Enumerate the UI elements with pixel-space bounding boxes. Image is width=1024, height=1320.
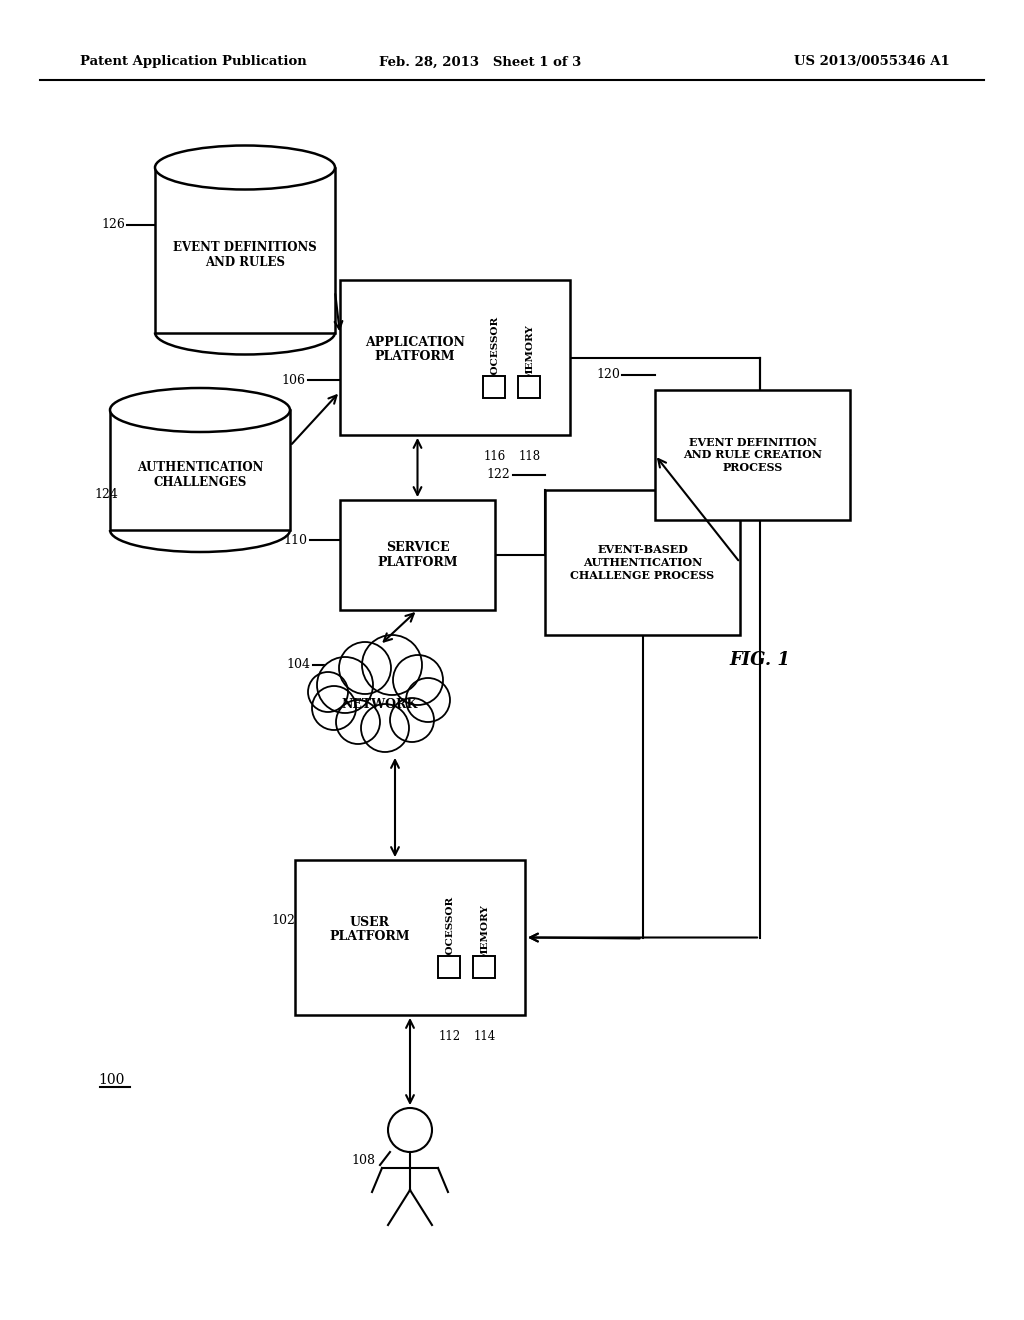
- Text: APPLICATION
PLATFORM: APPLICATION PLATFORM: [366, 335, 465, 363]
- Text: MEMORY: MEMORY: [525, 325, 535, 380]
- Text: 110: 110: [283, 533, 307, 546]
- Text: SERVICE
PLATFORM: SERVICE PLATFORM: [377, 541, 458, 569]
- Polygon shape: [155, 168, 335, 333]
- Bar: [483, 375, 505, 397]
- Text: EVENT-BASED
AUTHENTICATION
CHALLENGE PROCESS: EVENT-BASED AUTHENTICATION CHALLENGE PRO…: [570, 544, 715, 581]
- Bar: [518, 375, 540, 397]
- Bar: [295, 861, 525, 1015]
- Text: 106: 106: [281, 374, 305, 387]
- Circle shape: [362, 635, 422, 696]
- Text: 108: 108: [351, 1154, 375, 1167]
- Text: Feb. 28, 2013   Sheet 1 of 3: Feb. 28, 2013 Sheet 1 of 3: [379, 55, 582, 69]
- Circle shape: [312, 686, 356, 730]
- Text: AUTHENTICATION
CHALLENGES: AUTHENTICATION CHALLENGES: [137, 461, 263, 488]
- Circle shape: [317, 657, 373, 713]
- Bar: [545, 490, 740, 635]
- Ellipse shape: [110, 388, 290, 432]
- Text: MEMORY: MEMORY: [480, 904, 489, 961]
- Circle shape: [406, 678, 450, 722]
- Text: EVENT DEFINITION
AND RULE CREATION
PROCESS: EVENT DEFINITION AND RULE CREATION PROCE…: [683, 437, 822, 474]
- Text: 122: 122: [486, 469, 510, 482]
- Text: Patent Application Publication: Patent Application Publication: [80, 55, 307, 69]
- Text: 118: 118: [519, 450, 541, 463]
- Circle shape: [339, 642, 391, 694]
- Bar: [340, 500, 495, 610]
- Circle shape: [308, 672, 348, 711]
- Text: 116: 116: [484, 450, 506, 463]
- Bar: [473, 956, 495, 978]
- Text: NETWORK: NETWORK: [342, 698, 418, 711]
- Text: 100: 100: [98, 1073, 125, 1086]
- Bar: [655, 389, 850, 520]
- Text: FIG. 1: FIG. 1: [729, 651, 791, 669]
- Text: 102: 102: [271, 913, 295, 927]
- Circle shape: [361, 704, 409, 752]
- Circle shape: [393, 655, 443, 705]
- Text: EVENT DEFINITIONS
AND RULES: EVENT DEFINITIONS AND RULES: [173, 242, 316, 269]
- Circle shape: [390, 698, 434, 742]
- Ellipse shape: [155, 145, 335, 190]
- Text: 114: 114: [474, 1031, 496, 1044]
- Bar: [438, 956, 460, 978]
- Text: 104: 104: [286, 659, 310, 672]
- Text: US 2013/0055346 A1: US 2013/0055346 A1: [795, 55, 950, 69]
- Circle shape: [336, 700, 380, 744]
- Text: 112: 112: [439, 1031, 461, 1044]
- Text: 120: 120: [596, 368, 620, 381]
- Polygon shape: [110, 411, 290, 531]
- Text: PROCESSOR: PROCESSOR: [445, 895, 455, 970]
- Text: 124: 124: [94, 488, 118, 502]
- Text: USER
PLATFORM: USER PLATFORM: [330, 916, 411, 944]
- Text: PROCESSOR: PROCESSOR: [490, 315, 500, 389]
- Bar: [340, 280, 570, 436]
- Text: 126: 126: [101, 219, 125, 231]
